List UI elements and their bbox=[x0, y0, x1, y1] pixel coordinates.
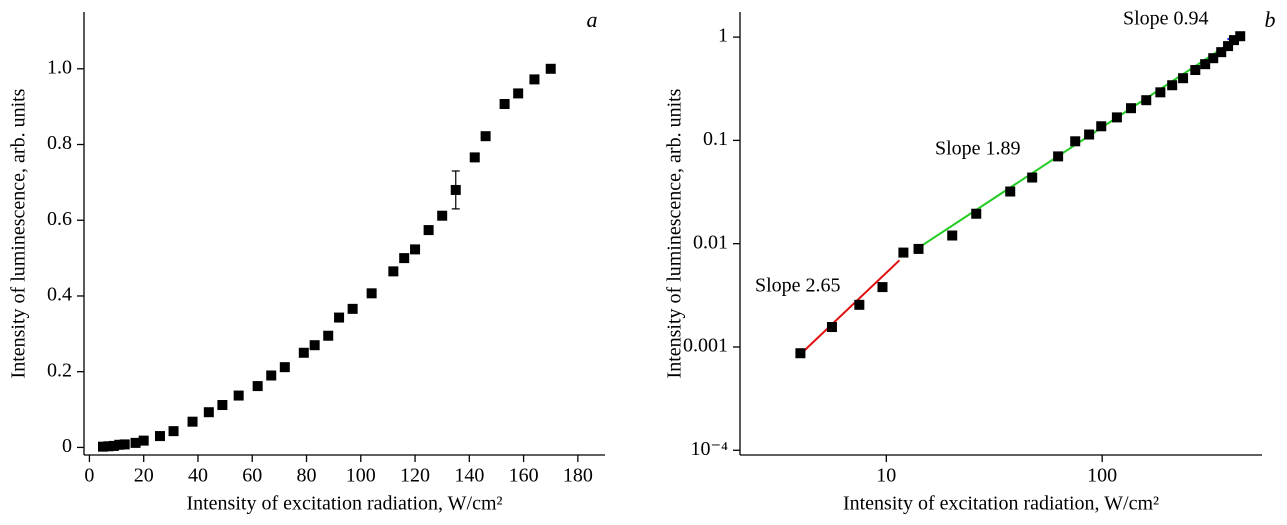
y-axis-label: Intensity of luminescence, arb. units bbox=[8, 88, 30, 378]
x-axis-label: Intensity of excitation radiation, W/cm² bbox=[843, 493, 1159, 515]
x-axis-label: Intensity of excitation radiation, W/cm² bbox=[186, 493, 502, 515]
data-point bbox=[1223, 41, 1234, 52]
data-point bbox=[826, 322, 837, 333]
x-tick-label: 100 bbox=[346, 465, 376, 487]
data-point bbox=[1141, 95, 1152, 106]
x-tick-label: 100 bbox=[1087, 465, 1117, 487]
x-tick-label: 160 bbox=[509, 465, 539, 487]
data-point bbox=[423, 225, 434, 236]
data-point bbox=[1005, 186, 1016, 197]
annotation: Slope 1.89 bbox=[935, 138, 1021, 160]
data-point bbox=[529, 74, 540, 85]
y-tick-label: 0.2 bbox=[47, 359, 72, 381]
data-point bbox=[1111, 112, 1122, 123]
y-tick-label: 0.6 bbox=[47, 208, 72, 230]
x-tick-label: 10 bbox=[876, 465, 896, 487]
data-point bbox=[947, 230, 958, 241]
error-bar bbox=[451, 170, 460, 210]
data-point bbox=[1096, 121, 1107, 132]
data-point bbox=[279, 362, 290, 373]
data-point bbox=[469, 152, 480, 163]
y-tick-label: 0.4 bbox=[47, 284, 72, 306]
panel: 0 20 40 60 80 100 120 140 160 180 0 0.2 0.4 0.6 0.8 1.0… bbox=[8, 7, 605, 515]
y-tick-label: 1.0 bbox=[47, 56, 72, 78]
data-point bbox=[187, 416, 198, 427]
data-point bbox=[1167, 80, 1178, 91]
data-point bbox=[1216, 47, 1227, 58]
data-point bbox=[399, 253, 410, 264]
fit-line bbox=[799, 259, 901, 355]
y-tick-label: 0.001 bbox=[683, 335, 728, 357]
data-point bbox=[119, 439, 130, 450]
panel-label: b bbox=[1265, 7, 1276, 32]
data-point bbox=[114, 439, 125, 450]
data-point bbox=[971, 208, 982, 219]
data-point bbox=[877, 282, 888, 293]
y-tick-label: 0.8 bbox=[47, 132, 72, 154]
data-point bbox=[298, 347, 309, 358]
x-tick-label: 140 bbox=[454, 465, 484, 487]
data-point bbox=[898, 247, 909, 258]
data-point bbox=[1229, 35, 1240, 46]
data-point bbox=[366, 288, 377, 299]
data-point bbox=[217, 400, 228, 411]
data-point bbox=[1155, 87, 1166, 98]
data-point bbox=[309, 340, 320, 351]
x-tick-label: 60 bbox=[242, 465, 262, 487]
data-point bbox=[154, 431, 165, 442]
x-tick-label: 40 bbox=[188, 465, 208, 487]
data-point bbox=[437, 210, 448, 221]
x-tick-label: 180 bbox=[563, 465, 593, 487]
data-point bbox=[1126, 103, 1137, 114]
x-tick-label: 80 bbox=[297, 465, 317, 487]
data-point bbox=[480, 131, 491, 142]
data-point bbox=[103, 441, 114, 452]
data-point bbox=[1053, 151, 1064, 162]
data-point bbox=[410, 244, 421, 255]
x-tick-label: 20 bbox=[134, 465, 154, 487]
panel: 10 100 1 0.1 0.01 0.001 10⁻⁴ Intensity of excit… bbox=[664, 7, 1276, 515]
data-point bbox=[854, 299, 865, 310]
data-point bbox=[795, 348, 806, 359]
data-point bbox=[1027, 172, 1038, 183]
data-point bbox=[203, 407, 214, 418]
data-point bbox=[513, 88, 524, 99]
data-point bbox=[1200, 59, 1211, 70]
data-point bbox=[913, 243, 924, 254]
data-point bbox=[168, 426, 179, 437]
data-point bbox=[545, 63, 556, 74]
data-point bbox=[1070, 136, 1081, 147]
data-point bbox=[1178, 73, 1189, 84]
data-point bbox=[266, 370, 277, 381]
data-point bbox=[108, 440, 119, 451]
data-point bbox=[233, 390, 244, 401]
data-point bbox=[323, 330, 334, 341]
panel-label: a bbox=[587, 7, 598, 32]
y-tick-label: 0.1 bbox=[703, 128, 728, 150]
annotation: Slope 0.94 bbox=[1123, 8, 1209, 30]
y-tick-label: 1 bbox=[718, 25, 728, 47]
data-point bbox=[130, 437, 141, 448]
data-point bbox=[499, 99, 510, 110]
data-point bbox=[1235, 31, 1246, 42]
data-point bbox=[347, 303, 358, 314]
data-point bbox=[334, 312, 345, 323]
annotation: Slope 2.65 bbox=[755, 275, 841, 297]
data-point bbox=[1190, 65, 1201, 76]
y-tick-label: 10⁻⁴ bbox=[690, 438, 728, 460]
data-point bbox=[97, 441, 108, 452]
data-point bbox=[1084, 129, 1095, 140]
x-tick-label: 120 bbox=[400, 465, 430, 487]
x-tick-label: 0 bbox=[84, 465, 94, 487]
data-point bbox=[388, 266, 399, 277]
y-tick-label: 0.01 bbox=[693, 231, 728, 253]
y-tick-label: 0 bbox=[62, 435, 72, 457]
data-point bbox=[138, 435, 149, 446]
data-point bbox=[252, 381, 263, 392]
data-point bbox=[1208, 53, 1219, 64]
y-axis-label: Intensity of luminescence, arb. units bbox=[664, 88, 686, 378]
